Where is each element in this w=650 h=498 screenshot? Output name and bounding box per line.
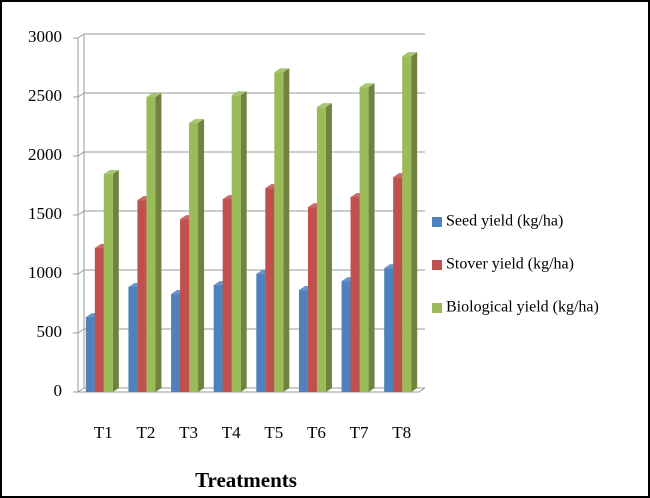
bar-side bbox=[198, 118, 205, 393]
bar-top bbox=[402, 52, 418, 57]
grid-depth bbox=[77, 151, 85, 157]
bar-top bbox=[103, 170, 119, 175]
bar bbox=[146, 97, 156, 392]
legend-swatch bbox=[432, 217, 442, 227]
legend-swatch bbox=[432, 303, 442, 313]
bar bbox=[316, 107, 326, 392]
x-tick-label: T7 bbox=[350, 423, 369, 442]
bar bbox=[274, 72, 284, 392]
bar bbox=[231, 95, 241, 392]
floor-side bbox=[418, 387, 426, 393]
grid-depth bbox=[77, 269, 85, 275]
grid-depth bbox=[77, 328, 85, 334]
bar-top bbox=[231, 91, 247, 96]
bar-side bbox=[368, 83, 375, 393]
bar bbox=[384, 268, 394, 392]
bar bbox=[298, 290, 308, 392]
x-tick-label: T5 bbox=[264, 423, 283, 442]
bar bbox=[213, 285, 223, 392]
y-tick-label: 1000 bbox=[28, 263, 62, 282]
bar bbox=[85, 317, 95, 392]
bar-side bbox=[155, 93, 162, 392]
bar bbox=[189, 122, 199, 393]
bar-top bbox=[316, 103, 332, 108]
bar bbox=[94, 248, 104, 392]
y-tick-label: 2000 bbox=[28, 145, 62, 164]
bar bbox=[402, 56, 412, 393]
bar bbox=[171, 294, 181, 392]
bar bbox=[359, 87, 369, 393]
y-tick-label: 500 bbox=[37, 322, 63, 341]
bar-side bbox=[112, 170, 119, 392]
x-tick-label: T3 bbox=[179, 423, 198, 442]
y-tick-label: 2500 bbox=[28, 86, 62, 105]
bar bbox=[103, 174, 113, 392]
bar bbox=[222, 199, 232, 392]
x-tick-label: T2 bbox=[136, 423, 155, 442]
y-tick-label: 0 bbox=[54, 381, 63, 400]
bar bbox=[350, 197, 360, 392]
bar bbox=[393, 177, 403, 392]
bar-side bbox=[240, 91, 247, 392]
legend-label: Stover yield (kg/ha) bbox=[446, 256, 574, 273]
x-tick-label: T6 bbox=[307, 423, 326, 442]
x-tick-label: T8 bbox=[392, 423, 411, 442]
bar-top bbox=[274, 68, 290, 73]
legend-label: Seed yield (kg/ha) bbox=[446, 213, 563, 230]
legend-swatch bbox=[432, 260, 442, 270]
y-tick-label: 3000 bbox=[28, 27, 62, 46]
bar bbox=[265, 188, 275, 392]
grid-depth bbox=[77, 210, 85, 216]
bar bbox=[341, 281, 351, 392]
bar-side bbox=[411, 52, 418, 393]
x-tick-label: T4 bbox=[222, 423, 241, 442]
x-tick-label: T1 bbox=[94, 423, 113, 442]
legend-label: Biological yield (kg/ha) bbox=[446, 299, 599, 316]
bar bbox=[307, 207, 317, 392]
x-axis-title: Treatments bbox=[195, 468, 297, 492]
y-tick-label: 1500 bbox=[28, 204, 62, 223]
bar bbox=[256, 274, 266, 392]
bar-side bbox=[325, 103, 332, 392]
grid-depth bbox=[77, 92, 85, 98]
grid-depth bbox=[77, 387, 85, 393]
grid-depth bbox=[77, 33, 85, 39]
bar bbox=[128, 286, 138, 392]
bar-side bbox=[283, 68, 290, 392]
bar-top bbox=[359, 83, 375, 88]
bar bbox=[137, 200, 147, 392]
bar-top bbox=[189, 118, 205, 123]
bar bbox=[180, 219, 190, 392]
bar-top bbox=[146, 93, 162, 97]
